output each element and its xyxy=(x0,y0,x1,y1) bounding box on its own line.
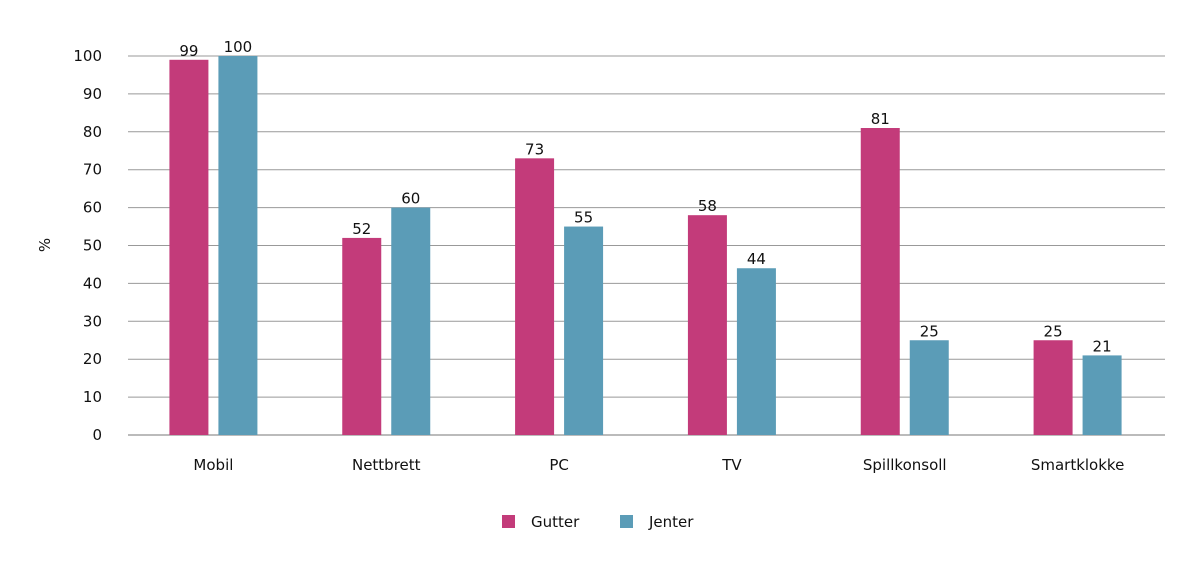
y-tick-label: 10 xyxy=(83,388,102,406)
x-tick-label: Smartklokke xyxy=(1031,456,1124,474)
y-axis-ticks: 0 10 20 30 40 50 60 70 80 90 100 xyxy=(73,47,102,444)
legend-swatch-jenter xyxy=(620,515,633,528)
bars: 99 100 52 60 73 55 58 44 81 25 25 21 xyxy=(169,38,1122,435)
legend-label: Gutter xyxy=(531,513,580,531)
y-tick-label: 70 xyxy=(83,161,102,179)
y-tick-label: 50 xyxy=(83,237,102,255)
data-label: 44 xyxy=(747,250,766,268)
y-tick-label: 90 xyxy=(83,85,102,103)
x-tick-label: PC xyxy=(549,456,569,474)
bar-gutter xyxy=(169,59,209,435)
y-tick-label: 0 xyxy=(92,426,102,444)
bar-jenter xyxy=(218,56,258,435)
bar-jenter xyxy=(564,226,604,435)
y-tick-label: 40 xyxy=(83,274,102,292)
data-label: 21 xyxy=(1093,337,1112,355)
x-tick-label: TV xyxy=(721,456,742,474)
bar-gutter xyxy=(515,158,555,435)
data-label: 73 xyxy=(525,140,544,158)
gridlines xyxy=(128,55,1165,436)
bar-jenter xyxy=(1082,355,1122,435)
bar-gutter xyxy=(1033,340,1073,435)
bar-gutter xyxy=(860,128,900,435)
y-tick-label: 60 xyxy=(83,199,102,217)
legend: Gutter Jenter xyxy=(502,513,694,531)
x-tick-label: Spillkonsoll xyxy=(863,456,947,474)
data-label: 55 xyxy=(574,209,593,227)
data-label: 25 xyxy=(920,322,939,340)
y-tick-label: 20 xyxy=(83,350,102,368)
data-label: 52 xyxy=(352,220,371,238)
bar-jenter xyxy=(391,207,431,435)
data-label: 81 xyxy=(871,110,890,128)
y-tick-label: 100 xyxy=(73,47,102,65)
y-axis-label: % xyxy=(36,238,54,252)
data-label: 60 xyxy=(401,190,420,208)
bar-jenter xyxy=(736,268,776,435)
bar-gutter xyxy=(687,215,727,435)
bar-gutter xyxy=(342,237,382,435)
legend-swatch-gutter xyxy=(502,515,515,528)
x-tick-label: Mobil xyxy=(193,456,233,474)
data-label: 25 xyxy=(1044,322,1063,340)
legend-label: Jenter xyxy=(648,513,694,531)
data-label: 58 xyxy=(698,197,717,215)
bar-jenter xyxy=(909,340,949,435)
y-tick-label: 30 xyxy=(83,312,102,330)
data-label: 100 xyxy=(224,38,253,56)
x-axis-ticks: Mobil Nettbrett PC TV Spillkonsoll Smartklokk… xyxy=(193,456,1124,474)
x-tick-label: Nettbrett xyxy=(352,456,421,474)
data-label: 99 xyxy=(179,42,198,60)
y-tick-label: 80 xyxy=(83,123,102,141)
